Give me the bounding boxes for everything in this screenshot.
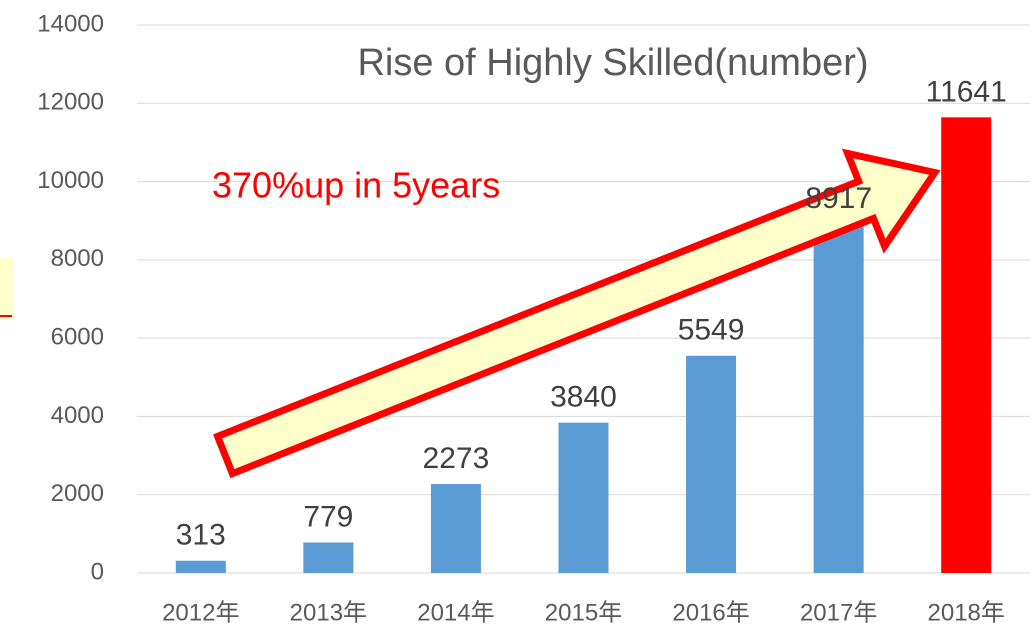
cropped-box (0, 258, 14, 320)
y-tick-label: 10000 (37, 167, 104, 194)
y-tick-label: 14000 (37, 10, 104, 37)
x-tick-label: 2015年 (545, 599, 622, 626)
x-tick-label: 2012年 (162, 599, 239, 626)
bar (686, 355, 737, 573)
x-tick-label: 2013年 (290, 599, 367, 626)
value-label: 313 (176, 519, 226, 552)
bar (303, 542, 354, 573)
x-tick-label: 2014年 (417, 599, 494, 626)
bar (813, 223, 864, 574)
value-label: 8917 (805, 182, 872, 215)
chart-title: Rise of Highly Skilled(number) (357, 42, 868, 84)
x-tick-label: 2016年 (672, 599, 749, 626)
arrow-shape (213, 148, 941, 479)
y-tick-label: 2000 (51, 480, 104, 507)
annotation: 370%up in 5years (212, 165, 500, 206)
value-label: 3840 (550, 381, 617, 414)
x-tick-label: 2018年 (928, 599, 1005, 626)
x-tick-label: 2017年 (800, 599, 877, 626)
value-label: 5549 (678, 314, 745, 347)
bar (175, 560, 226, 573)
bar (430, 484, 481, 573)
y-tick-label: 8000 (51, 245, 104, 272)
bar (558, 422, 609, 573)
value-label: 11641 (926, 75, 1007, 108)
y-tick-label: 0 (91, 558, 104, 585)
y-tick-label: 12000 (37, 89, 104, 116)
bar (941, 117, 992, 573)
value-label: 779 (303, 500, 353, 533)
value-label: 2273 (423, 442, 490, 475)
arrow (213, 148, 941, 479)
y-tick-label: 6000 (51, 323, 104, 350)
y-tick-label: 4000 (51, 402, 104, 429)
